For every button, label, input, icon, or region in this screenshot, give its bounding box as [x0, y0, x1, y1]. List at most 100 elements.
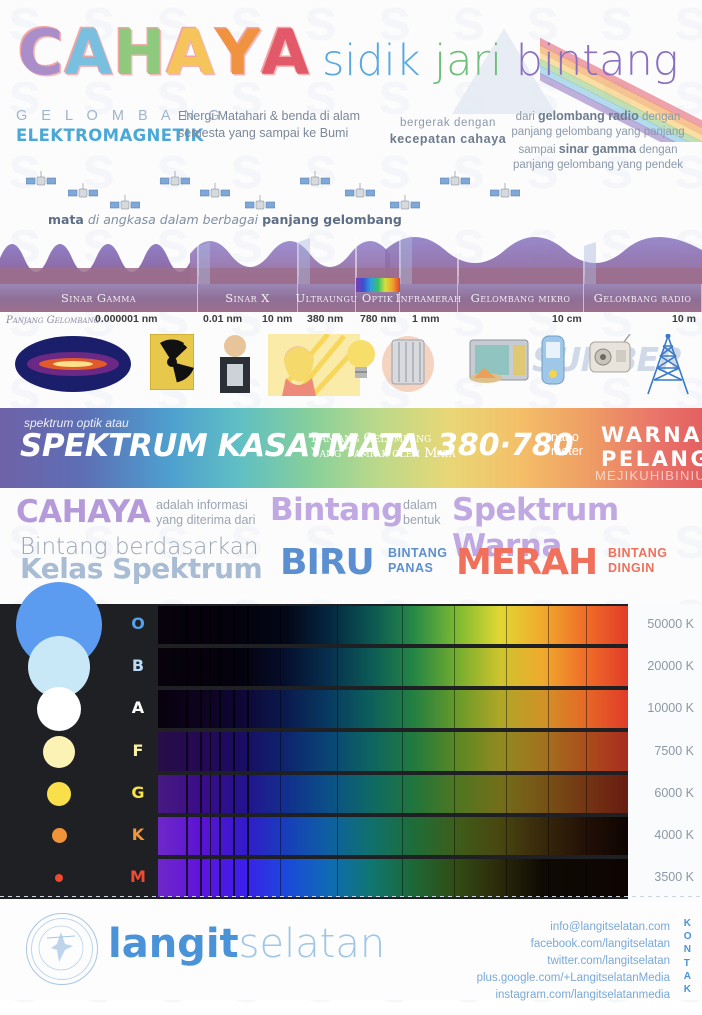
page-subtitle: sidik jari bintang [322, 36, 679, 86]
spectral-class-label-K: K [131, 824, 145, 844]
spectrum-strip-O [158, 606, 628, 645]
optical-rainbow-marker [356, 278, 400, 292]
em-band-ultraungu[interactable]: Ultraungu [296, 284, 357, 312]
em-band-inframerah[interactable]: Inframerah [396, 284, 461, 312]
telescope-icon [109, 194, 141, 222]
em-band-tick [400, 276, 401, 284]
source-icon-row [0, 330, 702, 402]
wavelength-label: 380 nm [307, 313, 344, 325]
wavelength-label: 780 nm [360, 313, 397, 325]
star-disc-M [55, 873, 63, 882]
visible-range-unit: nano meter [551, 430, 583, 458]
statement-text: BIRU [280, 542, 375, 583]
mnemonic-label: MEJIKUHIBINIU [595, 468, 702, 483]
mobile-phone-icon [540, 334, 566, 392]
range-text: panjang gelombang yang pendek [512, 158, 684, 171]
em-band-gelombang-mikro[interactable]: Gelombang mikro [458, 284, 584, 312]
galaxy-image [14, 334, 132, 400]
spectrum-strip-A [158, 690, 628, 729]
contact-line[interactable]: instagram.com/langitselatanmedia [495, 989, 670, 1002]
em-band-sinar-gamma[interactable]: Sinar Gamma [0, 284, 198, 312]
title-letter: A [64, 16, 114, 89]
spectrum-strip-M [158, 858, 628, 897]
contact-line[interactable]: twitter.com/langitselatan [547, 955, 670, 968]
title-letter: A [261, 16, 311, 89]
subtitle-word: jari [434, 36, 516, 86]
statement-text: dalam bentuk [403, 498, 441, 527]
radio-tower-icon [640, 333, 696, 402]
contact-line[interactable]: plus.google.com/+LangitselatanMedia [476, 972, 670, 985]
star-disc-G [47, 781, 71, 806]
em-band-tick [584, 276, 585, 284]
prism-icon [452, 28, 556, 114]
wavelength-label: 10 cm [552, 313, 582, 325]
satellite-icon [67, 182, 99, 210]
temperature-label-F: 7500 K [654, 743, 694, 758]
subtitle-word: sidik [322, 36, 435, 86]
footer-divider [0, 896, 702, 897]
header-col-energy: Energi Matahari & benda di alam semesta … [178, 109, 361, 140]
kontak-letter: A [683, 970, 692, 982]
wavelength-label: 0.01 nm [203, 313, 243, 325]
kontak-letter: K [683, 983, 692, 995]
statement-text: Bintang berdasarkan [20, 534, 259, 560]
warna-pelangi-label: WARNAPELANGI [601, 423, 702, 471]
subtitle-word: bintang [515, 36, 679, 86]
xray-person-icon [212, 334, 258, 402]
satellite-icon [199, 182, 231, 210]
spacecraft-icon [299, 170, 331, 198]
contact-line[interactable]: facebook.com/langitselatan [530, 938, 670, 951]
em-band-tick [458, 276, 459, 284]
brand-wordmark: langitselatan [108, 921, 386, 967]
kontak-letter: O [683, 931, 692, 943]
spectral-class-label-A: A [131, 698, 145, 718]
temperature-label-A: 10000 K [647, 701, 694, 716]
statement-text: CAHAYA [16, 494, 151, 530]
satellite-row [0, 168, 702, 230]
range-text: panjang gelombang yang panjang [511, 126, 685, 139]
satellite-caption: mata di angkasa dalam berbagai panjang g… [48, 212, 402, 227]
page-title: CAHAYA [18, 22, 310, 84]
kontak-letter: T [683, 957, 691, 969]
wavelength-label: 0.000001 nm [95, 313, 158, 325]
satellite-icon [25, 170, 57, 198]
title-letter: C [18, 16, 65, 89]
em-band-sinar-x[interactable]: Sinar X [198, 284, 298, 312]
star-disc-A [37, 687, 81, 732]
em-band-tick [198, 276, 199, 284]
temperature-label-K: 4000 K [654, 827, 694, 842]
range-text: sinar gamma [558, 141, 636, 156]
radiation-hazard-icon [149, 333, 195, 396]
spectrum-strip-K [158, 816, 628, 855]
statement-text: adalah informasi yang diterima dari [156, 498, 256, 527]
visible-wavelength-caption: Panjang Gelombang Yang Tampak oleh Mata [311, 431, 456, 461]
header-col-speed: bergerak dengan kecepatan cahaya [389, 117, 507, 147]
header-col-range: dari gelombang radio dengan panjang gelom… [500, 108, 696, 173]
range-text: dengan [635, 143, 678, 156]
em-spectrum-bar: Sinar Gamma Sinar X Ultraungu Optik Inframer… [0, 276, 702, 312]
title-letter: Y [215, 16, 262, 89]
range-text: gelombang radio [538, 109, 639, 123]
dish-antenna-icon [489, 182, 521, 210]
wavelength-label: 10 nm [262, 313, 293, 325]
contact-line[interactable]: info@langitselatan.com [550, 921, 670, 933]
wavelength-label: 1 mm [412, 313, 440, 325]
spectrum-strip-G [158, 774, 628, 813]
contact-list[interactable]: info@langitselatan.com facebook.com/langi… [477, 919, 670, 1004]
em-band-optik[interactable]: Optik [356, 284, 400, 312]
statement-text: BINTANG PANAS [388, 546, 448, 575]
spectrum-strip-B [158, 648, 628, 687]
statement-block: CAHAYA adalah informasi yang diterima dari… [0, 490, 702, 595]
em-band-gelombang-radio[interactable]: Gelombang radio [584, 284, 702, 312]
spectral-class-label-G: G [131, 782, 145, 802]
heater-icon [382, 334, 434, 398]
wavelength-label: 10 m [672, 313, 696, 325]
star-size-column [0, 582, 118, 899]
temperature-label-G: 6000 K [654, 785, 694, 800]
title-letter: A [166, 16, 216, 89]
rocket-icon [439, 170, 471, 198]
langitselatan-seal-logo [26, 913, 98, 985]
statement-text: BINTANG DINGIN [608, 546, 668, 575]
footer: langitselatan info@langitselatan.com face… [0, 899, 702, 1001]
